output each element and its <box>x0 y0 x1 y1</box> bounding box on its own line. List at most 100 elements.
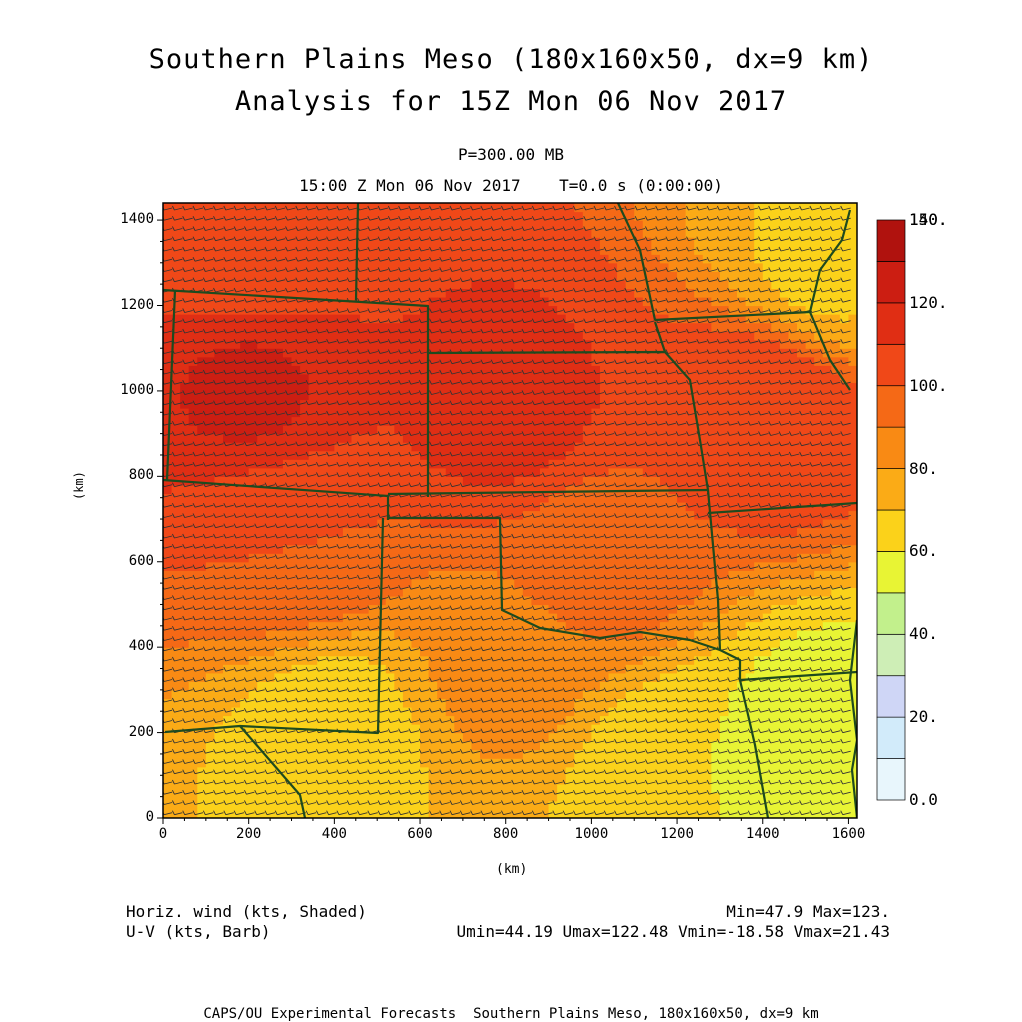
field-cell <box>574 322 584 332</box>
field-cell <box>291 800 301 811</box>
field-cell <box>325 237 335 247</box>
field-cell <box>163 331 173 341</box>
field-cell <box>334 279 344 290</box>
field-cell <box>437 630 447 640</box>
field-cell <box>205 365 216 375</box>
field-cell <box>171 561 181 571</box>
field-cell <box>300 245 310 255</box>
field-cell <box>351 536 361 546</box>
field-cell <box>265 390 275 401</box>
field-cell <box>617 800 627 811</box>
field-cell <box>231 305 241 315</box>
field-cell <box>514 595 524 606</box>
field-cell <box>608 800 618 811</box>
field-cell <box>368 382 378 392</box>
field-cell <box>420 373 430 383</box>
field-cell <box>240 749 250 759</box>
field-cell <box>257 570 267 580</box>
field-cell <box>197 450 207 460</box>
field-cell <box>257 800 267 811</box>
field-cell <box>514 715 524 725</box>
field-cell <box>342 792 353 802</box>
field-cell <box>325 715 335 725</box>
field-cell <box>334 783 344 793</box>
field-cell <box>445 698 455 708</box>
field-cell <box>471 288 481 298</box>
field-cell <box>231 476 241 486</box>
field-cell <box>360 698 370 708</box>
field-cell <box>205 527 216 537</box>
field-cell <box>462 766 473 776</box>
field-cell <box>385 672 395 682</box>
field-cell <box>420 664 430 674</box>
field-cell <box>325 220 335 230</box>
field-cell <box>325 766 335 776</box>
field-cell <box>163 519 173 529</box>
field-cell <box>411 664 421 674</box>
field-cell <box>454 305 464 315</box>
field-cell <box>497 442 507 452</box>
field-cell <box>402 792 413 802</box>
field-cell <box>488 715 498 725</box>
field-cell <box>651 698 661 708</box>
field-cell <box>402 245 413 255</box>
field-cell <box>291 698 301 708</box>
field-cell <box>625 459 635 469</box>
field-cell <box>728 322 738 332</box>
field-cell <box>274 647 284 657</box>
field-cell <box>222 724 233 734</box>
field-cell <box>565 254 575 264</box>
field-cell <box>471 664 481 674</box>
field-cell <box>642 220 652 230</box>
field-cell <box>291 749 301 759</box>
field-cell <box>163 382 173 392</box>
field-cell <box>334 331 344 341</box>
field-cell <box>411 408 421 418</box>
field-cell <box>180 408 190 418</box>
field-cell <box>420 211 430 221</box>
field-cell <box>694 373 704 383</box>
field-cell <box>420 254 430 264</box>
field-cell <box>163 638 173 648</box>
field-cell <box>368 467 378 477</box>
field-cell <box>248 732 258 742</box>
field-cell <box>265 792 275 802</box>
field-cell <box>334 382 344 392</box>
field-cell <box>668 425 678 435</box>
field-cell <box>548 595 558 606</box>
field-cell <box>608 305 618 315</box>
field-cell <box>719 766 730 776</box>
field-cell <box>300 271 310 281</box>
field-cell <box>257 322 267 332</box>
field-cell <box>188 706 198 717</box>
field-cell <box>351 638 361 648</box>
field-cell <box>548 237 558 247</box>
field-cell <box>317 766 327 776</box>
field-cell <box>402 365 413 375</box>
field-cell <box>197 390 207 401</box>
field-cell <box>608 766 618 776</box>
field-cell <box>214 630 224 640</box>
field-cell <box>368 715 378 725</box>
field-cell <box>308 425 318 435</box>
field-cell <box>557 476 567 486</box>
field-cell <box>659 698 670 708</box>
field-cell <box>668 647 678 657</box>
field-cell <box>411 459 421 469</box>
field-cell <box>471 647 481 657</box>
field-cell <box>248 655 258 665</box>
field-cell <box>625 613 635 623</box>
field-cell <box>368 698 378 708</box>
field-cell <box>368 493 378 503</box>
field-cell <box>411 296 421 307</box>
field-cell <box>214 519 224 529</box>
field-cell <box>334 322 344 332</box>
field-cell <box>308 595 318 606</box>
field-cell <box>411 305 421 315</box>
field-cell <box>394 587 404 597</box>
field-cell <box>420 732 430 742</box>
field-cell <box>385 630 395 640</box>
field-cell <box>248 203 258 213</box>
field-cell <box>222 228 233 238</box>
field-cell <box>402 715 413 725</box>
